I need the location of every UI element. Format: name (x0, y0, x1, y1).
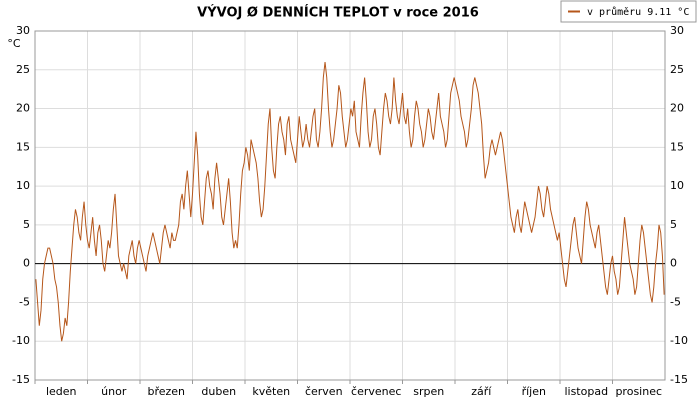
y-tick-label: -10 (12, 334, 30, 347)
x-tick-label: srpen (413, 385, 444, 398)
y-tick-label: 5 (23, 218, 30, 231)
y2-tick-label: 15 (670, 140, 684, 153)
x-tick-label: květen (252, 385, 290, 398)
legend: v průměru 9.11 °C (560, 0, 697, 23)
y-axis-label: °C (7, 37, 21, 50)
legend-box (560, 0, 697, 23)
x-tick-label: říjen (522, 385, 546, 398)
y-tick-label: 10 (16, 179, 30, 192)
x-tick-label: září (471, 385, 492, 398)
y-tick-label: -15 (12, 373, 30, 386)
x-tick-label: listopad (564, 385, 608, 398)
y-tick-label: 15 (16, 140, 30, 153)
x-tick-label: prosinec (615, 385, 662, 398)
y2-tick-label: -15 (670, 373, 688, 386)
y2-tick-label: 30 (670, 24, 684, 37)
y2-tick-label: -5 (670, 295, 681, 308)
y-tick-label: 30 (16, 24, 30, 37)
y2-tick-label: 0 (670, 257, 677, 270)
y-tick-label: 25 (16, 63, 30, 76)
x-tick-label: leden (46, 385, 77, 398)
x-tick-label: duben (201, 385, 236, 398)
legend-label: v průměru 9.11 °C (587, 6, 689, 18)
y-tick-label: 0 (23, 257, 30, 270)
y2-tick-label: 5 (670, 218, 677, 231)
x-tick-label: červen (305, 385, 343, 398)
x-tick-label: červenec (351, 385, 401, 398)
temperature-line (35, 61, 665, 342)
y2-tick-label: 20 (670, 102, 684, 115)
y-tick-label: 20 (16, 102, 30, 115)
x-tick-label: březen (147, 385, 185, 398)
x-tick-label: únor (101, 385, 127, 398)
y2-tick-label: 10 (670, 179, 684, 192)
y2-tick-label: 25 (670, 63, 684, 76)
plot-border (34, 30, 666, 381)
y-tick-label: -5 (19, 295, 30, 308)
y2-tick-label: -10 (670, 334, 688, 347)
chart-title: VÝVOJ Ø DENNÍCH TEPLOT v roce 2016 (197, 5, 479, 21)
